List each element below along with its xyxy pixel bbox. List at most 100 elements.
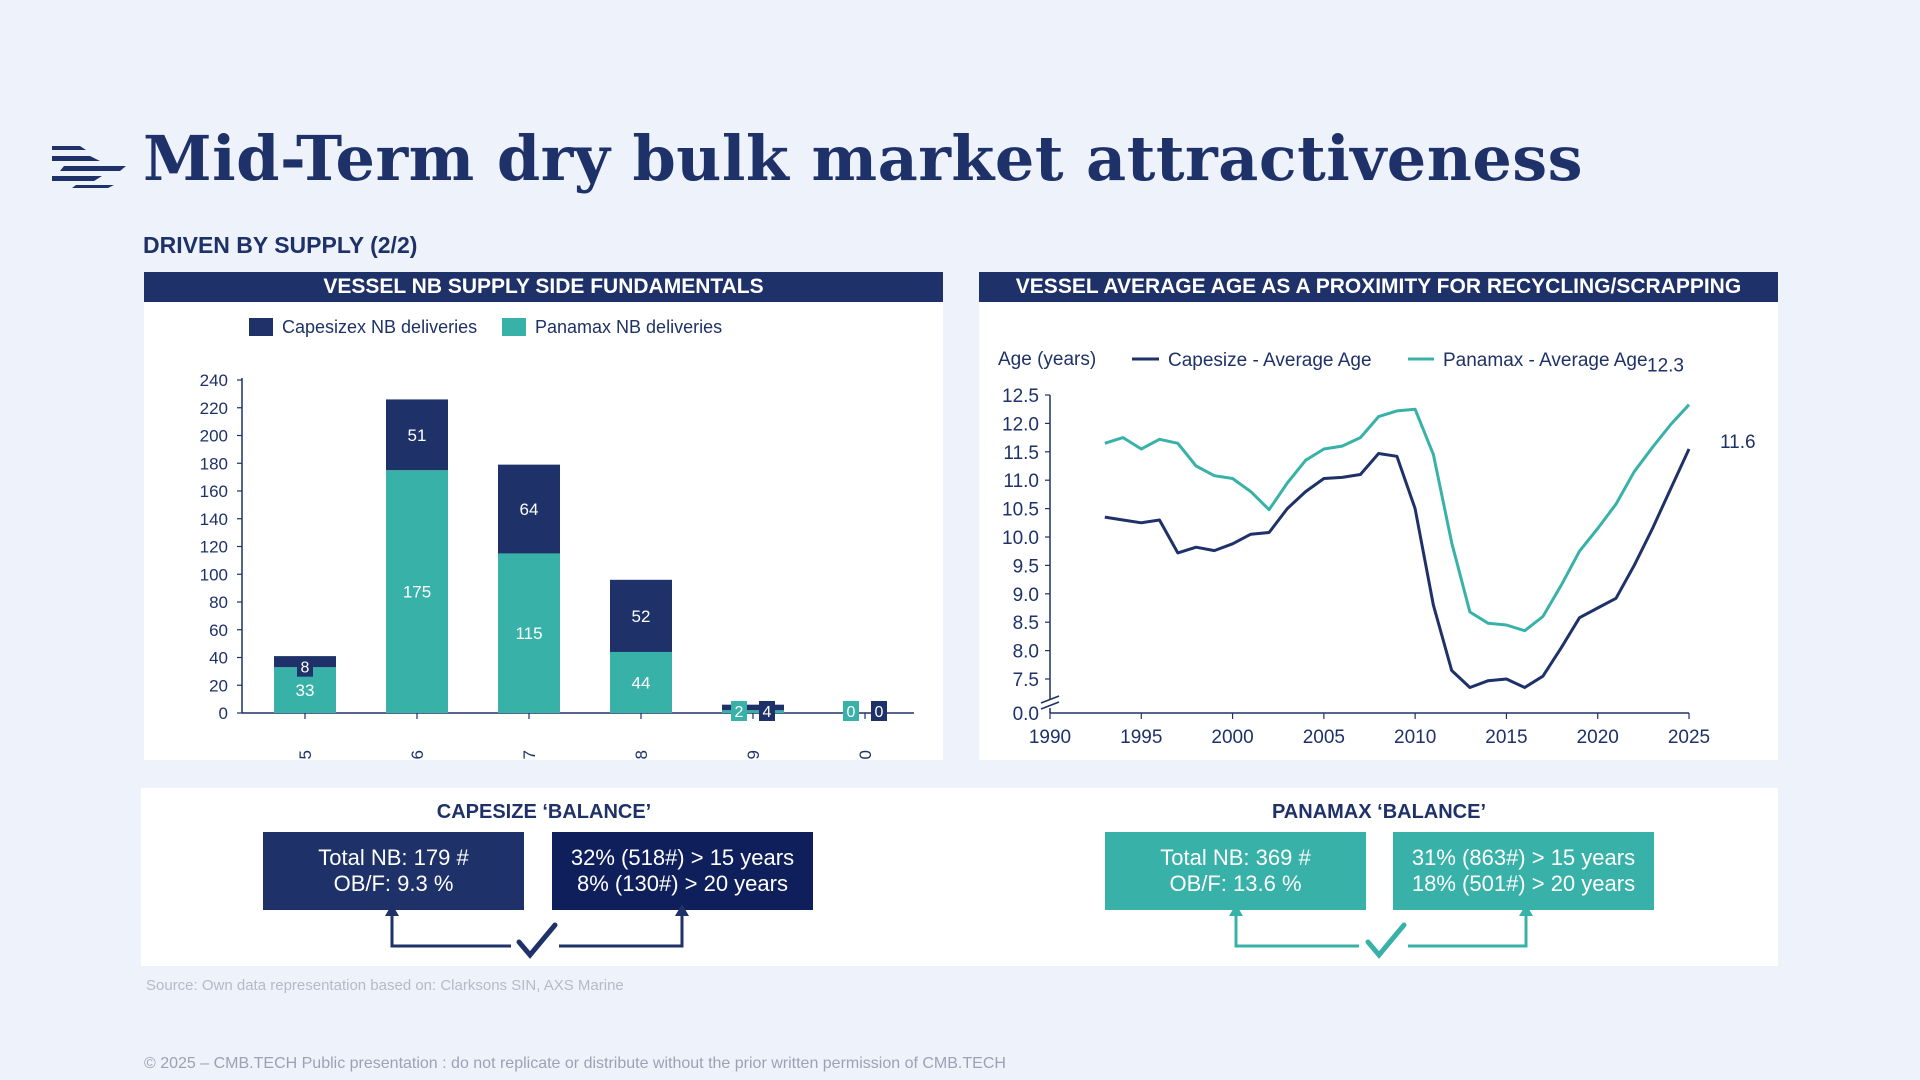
bar-capesize-2027 <box>498 464 560 554</box>
bar-value-panamax: 115 <box>515 624 542 643</box>
line-y-break-label: 0.0 <box>1013 704 1039 725</box>
bar-value-panamax: 0 <box>847 704 856 721</box>
bar-y-tick-label: 120 <box>200 538 228 557</box>
line-y-tick-label: 12.5 <box>1002 386 1039 407</box>
panamax-age-box: 31% (863#) > 15 years 18% (501#) > 20 ye… <box>1393 832 1654 910</box>
bar-y-tick-label: 220 <box>200 399 228 418</box>
bar-capesize-2026 <box>386 399 448 471</box>
bar-y-tick-label: 240 <box>200 371 228 390</box>
bar-value-capesize: 4 <box>763 704 772 721</box>
bar-x-label: 2026 <box>408 750 427 760</box>
nb-deliveries-chart: Capesizex NB deliveries Panamax NB delive… <box>200 317 914 788</box>
line-y-tick-label: 9.0 <box>1013 585 1039 606</box>
line-x-tick-label: 1995 <box>1120 727 1162 748</box>
bar-y-tick-label: 180 <box>200 454 228 473</box>
bar-y-tick-label: 40 <box>209 649 228 668</box>
line-y-tick-label: 8.5 <box>1013 613 1039 634</box>
average-age-chart: Age (years) Capesize - Average Age Panamax… <box>998 349 1756 748</box>
badge-capesize <box>871 701 887 721</box>
bar-value-capesize: 8 <box>301 660 310 677</box>
capesize-obf: OB/F: 9.3 % <box>333 871 454 896</box>
balance-connectors <box>385 904 1533 959</box>
bar-panamax-2028 <box>610 651 672 713</box>
bar-x-label: 2027 <box>520 750 539 760</box>
bar-value-panamax: 2 <box>735 704 744 721</box>
panamax-arrow-left <box>1229 904 1243 916</box>
line-y-tick-label: 11.0 <box>1003 471 1039 492</box>
panamax-arrow-right <box>1519 904 1533 916</box>
bar-value-capesize: 64 <box>520 500 539 519</box>
bar-value-panamax: 33 <box>296 681 315 700</box>
bar-value-panamax: 44 <box>632 673 651 692</box>
capesize-arrow-left <box>385 904 399 916</box>
average-age-heading: VESSEL AVERAGE AGE AS A PROXIMITY FOR RE… <box>979 272 1778 302</box>
panamax-balance-title: PANAMAX ‘BALANCE’ <box>1271 801 1487 823</box>
axis-break-mark-2 <box>1040 695 1060 704</box>
bar-y-tick-label: 20 <box>209 676 228 695</box>
bar-x-label: 2030 <box>856 750 875 760</box>
capesize-age-box: 32% (518#) > 15 years 8% (130#) > 20 yea… <box>552 832 813 910</box>
capesize-arrow-right <box>675 904 689 916</box>
source-note: Source: Own data representation based on… <box>146 977 624 994</box>
bar-value-capesize: 52 <box>632 607 651 626</box>
line-x-tick-label: 2000 <box>1211 727 1253 748</box>
panamax-age-15: 31% (863#) > 15 years <box>1411 845 1636 870</box>
bar-y-tick-label: 100 <box>200 565 228 584</box>
line-y-tick-label: 12.0 <box>1002 414 1039 435</box>
end-label-panamax: 12.3 <box>1647 356 1684 377</box>
line-x-tick-label: 2005 <box>1303 727 1345 748</box>
badge-capesize <box>297 656 313 677</box>
bar-y-tick-label: 80 <box>209 593 228 612</box>
page-title: Mid-Term dry bulk market attractiveness <box>143 122 1584 195</box>
line-legend: Age (years) Capesize - Average Age Panamax… <box>998 349 1648 371</box>
bar-group-2027: 115 64 <box>498 464 560 713</box>
legend-label-panamax-age: Panamax - Average Age <box>1443 350 1648 371</box>
average-age-panel: VESSEL AVERAGE AGE AS A PROXIMITY FOR RE… <box>979 272 1778 760</box>
bar-panamax-2027 <box>498 553 560 713</box>
panamax-connector <box>1234 912 1528 948</box>
bar-y-tick-label: 0 <box>219 704 228 723</box>
bar-group-2028: 44 52 <box>610 579 672 713</box>
line-x-tick-label: 2015 <box>1485 727 1527 748</box>
legend-swatch-capesize <box>249 318 273 336</box>
bar-value-capesize: 51 <box>408 426 427 445</box>
copyright-footer: © 2025 – CMB.TECH Public presentation : … <box>144 1055 1006 1072</box>
axis-break-mark-1 <box>1040 701 1060 710</box>
line-series-capesize <box>1104 448 1691 689</box>
legend-label-capesize: Capesizex NB deliveries <box>282 317 477 337</box>
bar-capesize-2028 <box>610 579 672 652</box>
bar-x-label: 2025 <box>296 750 315 760</box>
capesize-age-15: 32% (518#) > 15 years <box>570 845 795 870</box>
legend-label-capesize-age: Capesize - Average Age <box>1168 350 1372 371</box>
line-x-tick-label: 2020 <box>1577 727 1619 748</box>
balance-section: CAPESIZE ‘BALANCE’ Total NB: 179 # OB/F:… <box>141 788 1778 966</box>
bar-y-tick-label: 60 <box>209 621 228 640</box>
bar-group-2025: 338 <box>274 656 336 713</box>
line-series-panamax <box>1104 403 1691 633</box>
capesize-age-20: 8% (130#) > 20 years <box>577 871 788 896</box>
axis-break-gap <box>1042 699 1058 708</box>
panamax-age-20: 18% (501#) > 20 years <box>1411 871 1636 896</box>
panamax-total-nb: Total NB: 369 # <box>1160 845 1311 870</box>
bar-value-capesize: 0 <box>875 704 884 721</box>
capesize-balance-title: CAPESIZE ‘BALANCE’ <box>436 801 652 823</box>
bar-x-label: 2028 <box>632 750 651 760</box>
panamax-check-icon <box>1365 922 1407 959</box>
capesize-nb-box: Total NB: 179 # OB/F: 9.3 % <box>263 832 524 910</box>
bar-panamax-2029 <box>722 710 784 713</box>
bar-y-tick-label: 160 <box>200 482 228 501</box>
bar-capesize-2029 <box>722 704 784 711</box>
nb-supply-panel: VESSEL NB SUPPLY SIDE FUNDAMENTALS Capes… <box>144 272 943 788</box>
line-x-tick-label: 1990 <box>1029 727 1071 748</box>
capesize-total-nb: Total NB: 179 # <box>318 845 469 870</box>
legend-label-panamax: Panamax NB deliveries <box>535 317 722 337</box>
bar-x-label: 2029 <box>744 750 763 760</box>
bar-group-2026: 175 51 <box>386 399 448 713</box>
badge-panamax <box>843 701 859 721</box>
bar-y-tick-label: 200 <box>200 427 228 446</box>
line-x-tick-label: 2025 <box>1668 727 1710 748</box>
end-label-capesize: 11.6 <box>1720 432 1756 453</box>
panamax-nb-box: Total NB: 369 # OB/F: 13.6 % <box>1105 832 1366 910</box>
bar-y-tick-label: 140 <box>200 510 228 529</box>
